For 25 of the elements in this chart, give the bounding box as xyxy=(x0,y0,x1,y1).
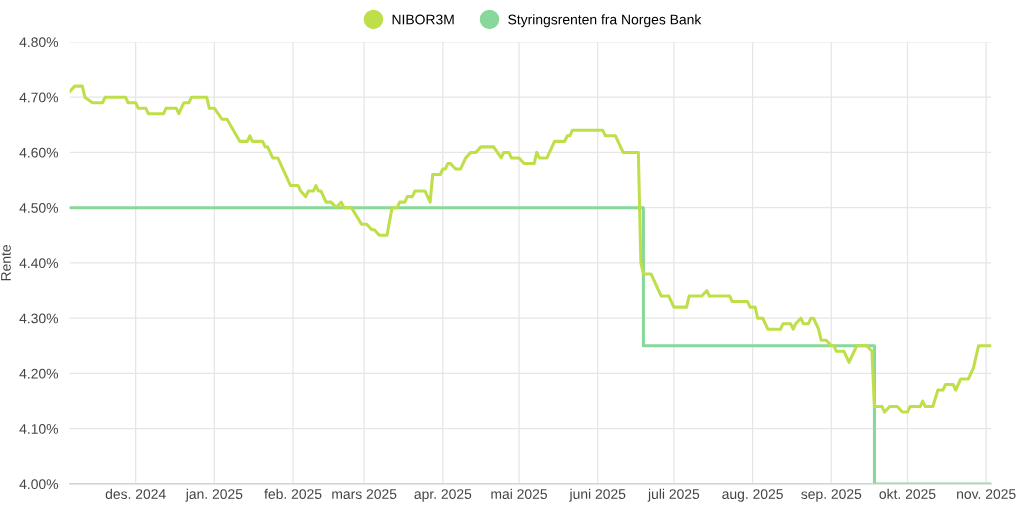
y-tick-label: 4.60% xyxy=(19,147,59,158)
y-tick-label: 4.20% xyxy=(19,368,59,379)
y-tick-label: 4.70% xyxy=(19,92,59,103)
line-series xyxy=(69,84,992,414)
y-tick-label: 4.50% xyxy=(19,202,59,213)
y-tick-label: 4.40% xyxy=(19,258,59,269)
x-tick-label: jan. 2025 xyxy=(185,488,243,502)
legend-label: Styringsrenten fra Norges Bank xyxy=(508,14,702,28)
x-tick-label: okt. 2025 xyxy=(879,488,936,499)
legend-label: NIBOR3M xyxy=(392,14,454,25)
y-tick-label: 4.30% xyxy=(19,313,59,324)
x-tick-label: juli 2025 xyxy=(647,488,700,502)
x-tick-label: sep. 2025 xyxy=(801,489,862,502)
x-tick-label: des. 2024 xyxy=(105,488,166,499)
x-tick-label: nov. 2025 xyxy=(957,489,1016,499)
x-tick-label: mai 2025 xyxy=(491,488,547,499)
x-tick-label: aug. 2025 xyxy=(722,489,783,502)
y-tick-label: 4.00% xyxy=(19,479,59,490)
x-tick-label: feb. 2025 xyxy=(264,488,322,499)
x-tick-label: mars 2025 xyxy=(332,489,397,499)
x-tick-label: apr. 2025 xyxy=(414,489,472,502)
y-axis-title: Rente xyxy=(1,244,11,281)
x-tick-label: juni 2025 xyxy=(569,488,626,502)
y-tick-label: 4.80% xyxy=(19,37,59,48)
y-tick-label: 4.10% xyxy=(19,424,59,434)
